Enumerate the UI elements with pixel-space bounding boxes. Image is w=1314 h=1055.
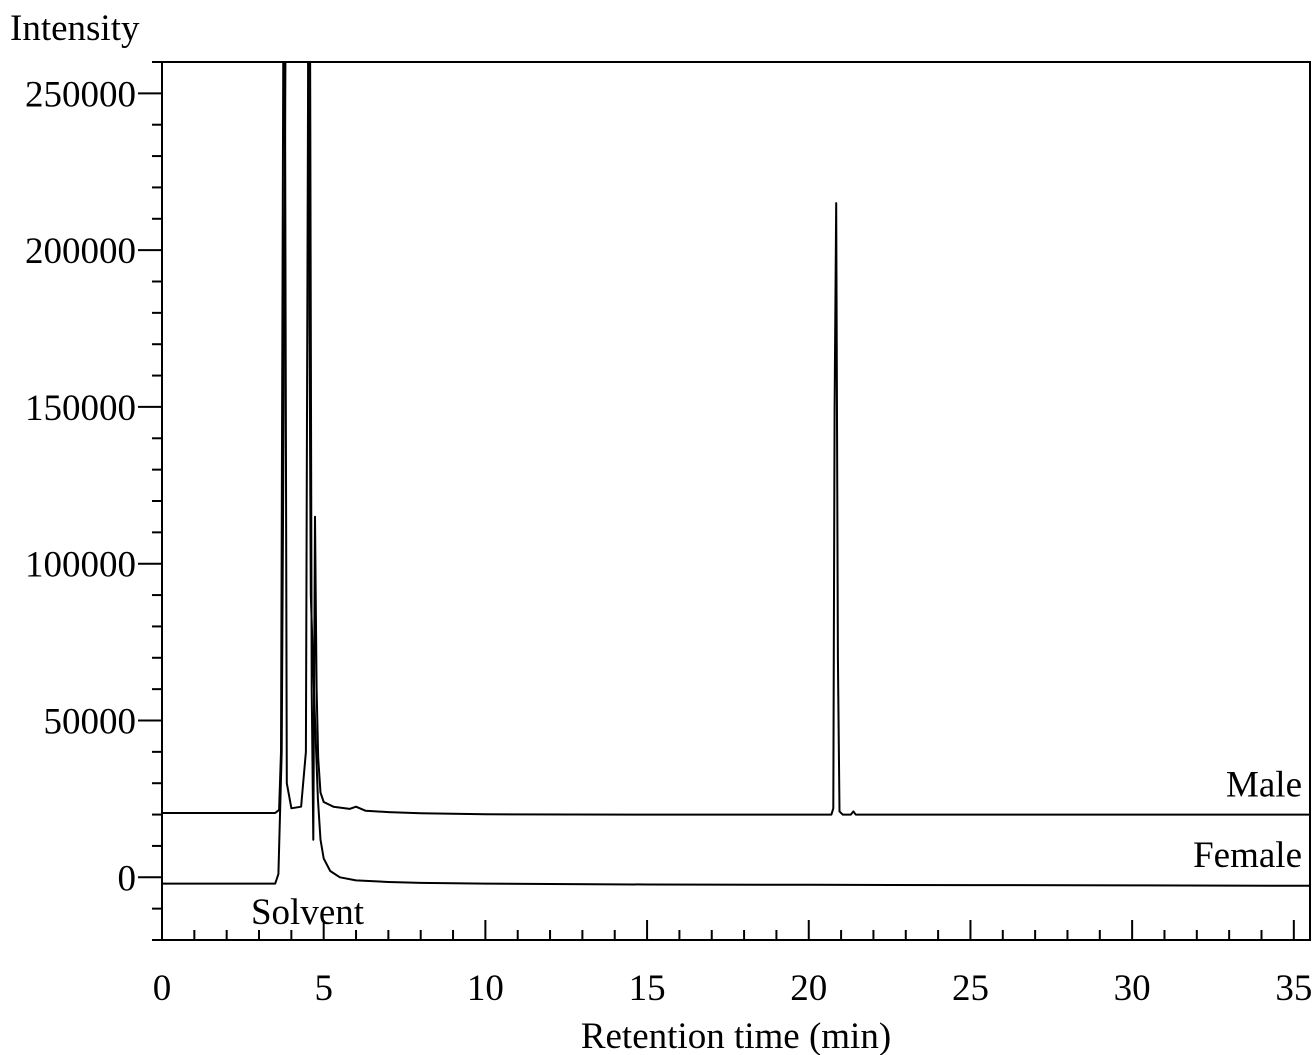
y-axis-title: Intensity	[10, 8, 140, 49]
series-label-female: Female	[1193, 835, 1302, 876]
x-tick-label: 0	[153, 968, 172, 1009]
x-tick-label: 20	[790, 968, 827, 1009]
y-tick-label: 250000	[25, 74, 136, 115]
y-tick-label: 100000	[25, 545, 136, 586]
y-tick-label: 150000	[25, 388, 136, 429]
series-line-male	[162, 62, 1310, 841]
x-tick-label: 35	[1275, 968, 1312, 1009]
x-tick-label: 30	[1114, 968, 1151, 1009]
y-tick-label: 50000	[44, 702, 137, 743]
y-tick-label: 200000	[25, 231, 136, 272]
x-axis-title: Retention time (min)	[581, 1016, 891, 1055]
x-tick-label: 25	[952, 968, 989, 1009]
y-tick-label: 0	[118, 858, 137, 899]
series-line-female	[162, 62, 1310, 887]
series-label-male: Male	[1226, 765, 1302, 806]
plot-frame	[161, 61, 1311, 941]
x-tick-label: 10	[467, 968, 504, 1009]
x-tick-label: 5	[314, 968, 333, 1009]
solvent-annotation: Solvent	[251, 892, 365, 933]
x-tick-label: 15	[629, 968, 666, 1009]
